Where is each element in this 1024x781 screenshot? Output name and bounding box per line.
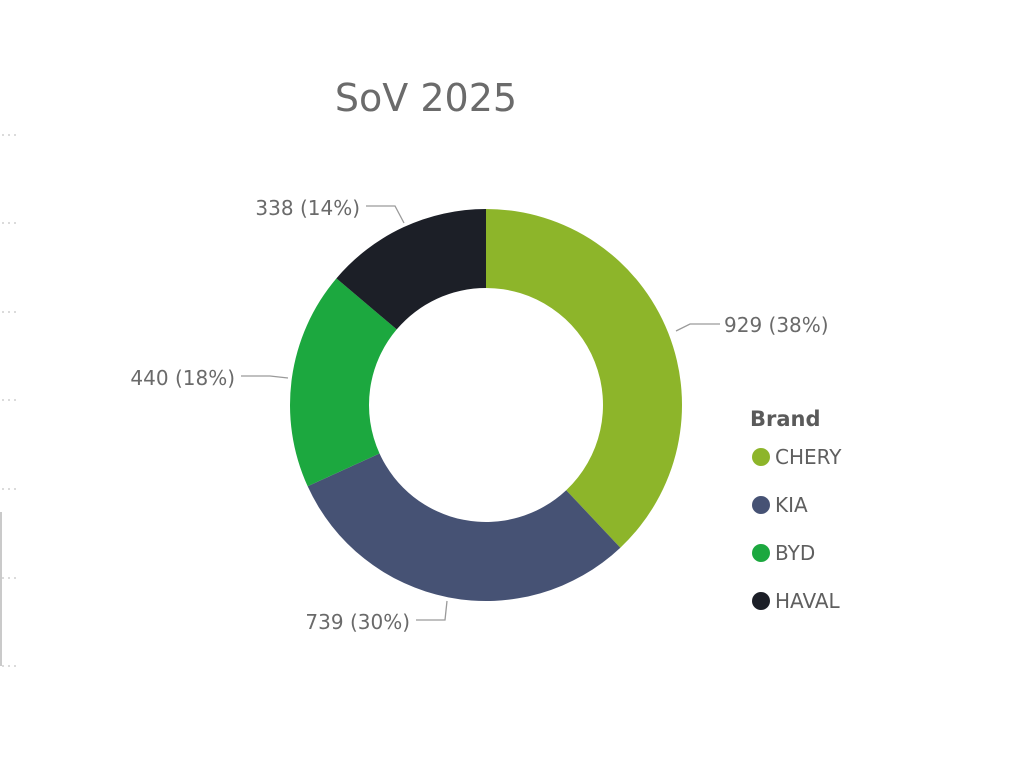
leader-line-byd bbox=[241, 375, 289, 379]
data-label-kia: 739 (30%) bbox=[305, 610, 410, 634]
background-gridlines bbox=[0, 134, 20, 667]
legend-marker-chery bbox=[752, 448, 770, 466]
slice-chery[interactable] bbox=[486, 209, 682, 548]
slice-byd[interactable] bbox=[290, 278, 397, 487]
slice-haval[interactable] bbox=[336, 209, 486, 330]
data-labels: 929 (38%) 739 (30%) 440 (18%) 338 (14%) bbox=[130, 196, 828, 634]
legend-label-kia[interactable]: KIA bbox=[775, 493, 808, 517]
leader-line-chery bbox=[675, 323, 720, 332]
chart-title: SoV 2025 bbox=[335, 76, 517, 120]
data-label-haval: 338 (14%) bbox=[255, 196, 360, 220]
legend-marker-haval bbox=[752, 592, 770, 610]
legend-label-byd[interactable]: BYD bbox=[775, 541, 815, 565]
legend-marker-byd bbox=[752, 544, 770, 562]
legend: Brand CHERY KIA BYD HAVAL bbox=[750, 407, 842, 613]
slice-kia[interactable] bbox=[307, 453, 621, 601]
leader-line-haval bbox=[366, 205, 405, 224]
data-label-byd: 440 (18%) bbox=[130, 366, 235, 390]
legend-label-chery[interactable]: CHERY bbox=[775, 445, 842, 469]
legend-title: Brand bbox=[750, 407, 821, 431]
donut-slices bbox=[290, 209, 682, 601]
legend-marker-kia bbox=[752, 496, 770, 514]
data-label-chery: 929 (38%) bbox=[724, 313, 829, 337]
legend-label-haval[interactable]: HAVAL bbox=[775, 589, 841, 613]
leader-line-kia bbox=[416, 600, 448, 621]
